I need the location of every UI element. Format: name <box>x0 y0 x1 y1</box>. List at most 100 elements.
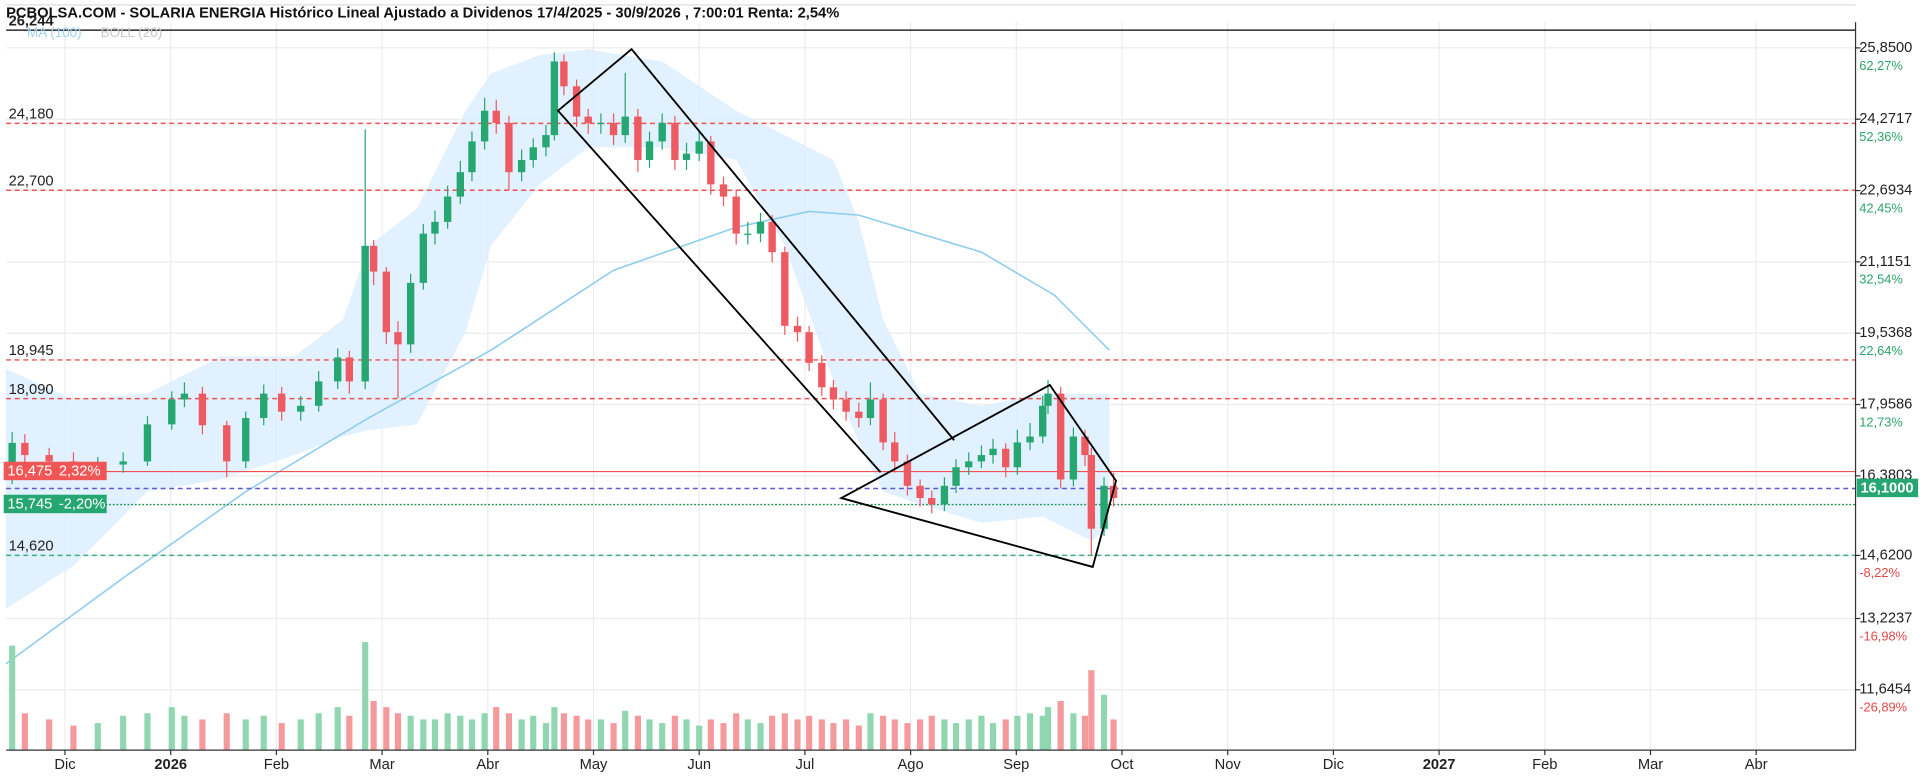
candle-body <box>369 245 378 272</box>
drawn-channel <box>556 47 1118 569</box>
y-tick-change: 62,27% <box>1859 58 1903 73</box>
level-label: 18,090 <box>9 382 54 398</box>
candle-body <box>977 455 986 462</box>
volume-bar <box>431 719 439 751</box>
volume-bar <box>965 719 972 751</box>
level-label: 18,945 <box>9 343 54 359</box>
candle-body <box>394 332 402 345</box>
candle-body <box>517 159 526 173</box>
candle-body <box>866 399 875 419</box>
volume-bar <box>9 645 16 751</box>
candle-body <box>1069 436 1078 480</box>
volume-bar <box>597 719 604 751</box>
level-change: -2,20% <box>59 496 106 512</box>
volume-bar <box>806 715 813 751</box>
volume-bar <box>843 719 850 751</box>
volume-bar <box>334 707 341 751</box>
volume-bar <box>1039 715 1046 751</box>
candle-body <box>1081 436 1089 456</box>
y-tick-label: 11,6454 <box>1859 682 1911 698</box>
volume-bar <box>94 723 101 751</box>
volume-bar <box>144 713 151 751</box>
candle-body <box>744 233 752 235</box>
x-tick-label: May <box>580 757 608 773</box>
chart-title: PCBOLSA.COM - SOLARIA ENERGIA Histórico … <box>6 5 839 21</box>
candle-body <box>891 442 899 462</box>
y-tick-change: -26,89% <box>1859 700 1907 715</box>
y-tick-change: 12,73% <box>1859 414 1903 429</box>
volume-bar <box>1081 715 1089 751</box>
bollinger-layer <box>5 49 1110 665</box>
x-tick-label: Feb <box>1532 757 1557 773</box>
volume-bar <box>199 719 206 751</box>
volume-bar <box>297 719 304 751</box>
candle-body <box>492 110 500 123</box>
triangle-lines <box>838 383 1118 569</box>
y-tick-label: 17,9586 <box>1859 396 1912 412</box>
candle-body <box>793 325 802 333</box>
candle-body <box>768 221 776 253</box>
volume-bar <box>21 713 28 751</box>
candle-body <box>456 172 464 197</box>
volume-bar <box>278 723 285 751</box>
candle-body <box>45 455 53 462</box>
volume-bar <box>518 719 525 751</box>
candle-body <box>382 271 391 333</box>
volume-bar <box>120 715 127 751</box>
candle-body <box>719 184 728 197</box>
volume-bar <box>855 725 862 751</box>
volume-bar <box>696 725 703 751</box>
volume-bar <box>781 713 788 751</box>
y-tick-change: 52,36% <box>1859 129 1903 144</box>
channel-lines <box>556 47 955 473</box>
candle-body <box>8 442 16 475</box>
volume-bar <box>917 719 924 751</box>
volume-bar <box>260 715 267 751</box>
candle-body <box>468 141 476 173</box>
x-tick-label: Nov <box>1215 757 1242 773</box>
volume-bar <box>757 723 764 751</box>
candle-body <box>1002 448 1010 468</box>
ma-line <box>5 210 1110 665</box>
candle-body <box>315 381 323 406</box>
y-tick-change: 32,54% <box>1859 272 1903 287</box>
volume-bar <box>744 719 751 751</box>
volume-bar <box>1110 719 1117 751</box>
level-label: 24,180 <box>9 107 54 123</box>
candle-body <box>345 357 354 382</box>
volume-bar <box>707 719 714 751</box>
candle-body <box>529 147 537 160</box>
volume-bar <box>1070 713 1077 751</box>
candle-body <box>242 418 250 462</box>
volume-bar <box>720 723 727 751</box>
volume-bar <box>468 719 476 751</box>
volume-bar <box>168 707 175 751</box>
candle-body <box>671 122 679 160</box>
candle-body <box>855 411 863 419</box>
y-tick-label: 14,6200 <box>1859 547 1912 563</box>
x-tick-label: Abr <box>1745 757 1768 773</box>
volume-bar <box>659 723 666 751</box>
volume-bar <box>978 715 985 751</box>
candle-body <box>658 122 666 142</box>
volume-bar <box>904 723 911 751</box>
volume-bar <box>315 713 322 751</box>
candle-body <box>1026 436 1034 443</box>
candle-body <box>645 141 654 160</box>
candle-body <box>621 116 629 136</box>
y-tick-label: 13,2237 <box>1859 610 1912 626</box>
volume-bar <box>493 707 500 751</box>
candle-body <box>542 135 550 148</box>
candle-body <box>609 122 618 136</box>
candle-body <box>879 399 887 443</box>
x-tick-label: Mar <box>369 757 394 773</box>
volume-bar <box>622 710 629 751</box>
candle-body <box>682 153 691 160</box>
candle-body <box>928 498 936 505</box>
volume-layer <box>9 641 1117 751</box>
x-tick-label: Oct <box>1111 757 1134 773</box>
candle-body <box>1039 405 1047 437</box>
last-price-box <box>1856 478 1919 498</box>
candle-body <box>597 122 605 125</box>
